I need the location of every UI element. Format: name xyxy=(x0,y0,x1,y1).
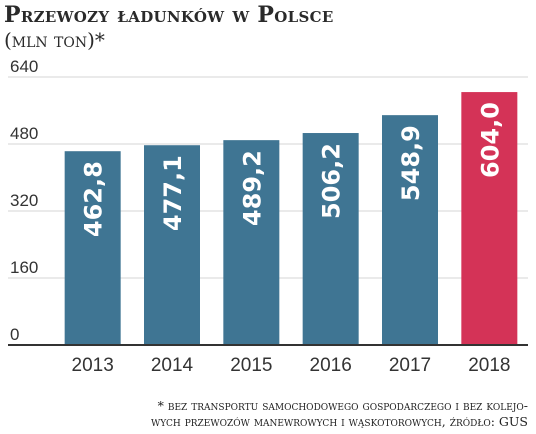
footnote-line-1: * bez transportu samochodowego gospodarc… xyxy=(157,398,528,413)
bar-2014 xyxy=(144,145,200,345)
x-tick-label: 2015 xyxy=(230,355,272,376)
chart-title: Przewozy ładunków w Polsce xyxy=(4,2,334,28)
bar-value-label: 489,2 xyxy=(238,150,266,226)
chart-subtitle: (mln ton)* xyxy=(4,28,105,52)
bar-chart: 0 160 320 480 640 462,8 477,1 489,2 506,2 548,9 6… xyxy=(8,57,528,376)
y-tick-label: 480 xyxy=(10,124,38,143)
bar-value-label: 548,9 xyxy=(397,125,425,201)
bar-2018 xyxy=(461,92,518,345)
bar-value-label: 506,2 xyxy=(318,143,346,219)
x-axis-ticks: 2013 2014 2015 2016 2017 2018 xyxy=(72,355,511,376)
bar-value-label: 477,1 xyxy=(159,155,187,231)
bar-value-label: 604,0 xyxy=(476,102,504,178)
bar-2013 xyxy=(64,151,121,345)
y-tick-label: 0 xyxy=(10,325,19,344)
y-axis-ticks: 0 160 320 480 640 xyxy=(10,57,38,344)
bar-value-label: 462,8 xyxy=(80,161,108,237)
y-tick-label: 160 xyxy=(10,258,38,277)
x-tick-label: 2018 xyxy=(468,355,510,376)
bars xyxy=(64,92,518,345)
y-tick-label: 320 xyxy=(10,191,38,210)
footnote-line-2: wych przewozów manewrowych i wąskotorowy… xyxy=(150,414,528,429)
y-tick-label: 640 xyxy=(10,57,38,76)
bar-2017 xyxy=(382,115,438,345)
x-tick-label: 2014 xyxy=(151,355,194,376)
x-tick-label: 2013 xyxy=(72,355,114,376)
x-tick-label: 2016 xyxy=(310,355,352,376)
x-tick-label: 2017 xyxy=(389,355,431,376)
footnote: * bez transportu samochodowego gospodarc… xyxy=(30,398,528,430)
bar-2016 xyxy=(302,133,359,345)
bar-value-labels: 462,8 477,1 489,2 506,2 548,9 604,0 xyxy=(80,102,505,237)
bar-2015 xyxy=(223,140,280,345)
